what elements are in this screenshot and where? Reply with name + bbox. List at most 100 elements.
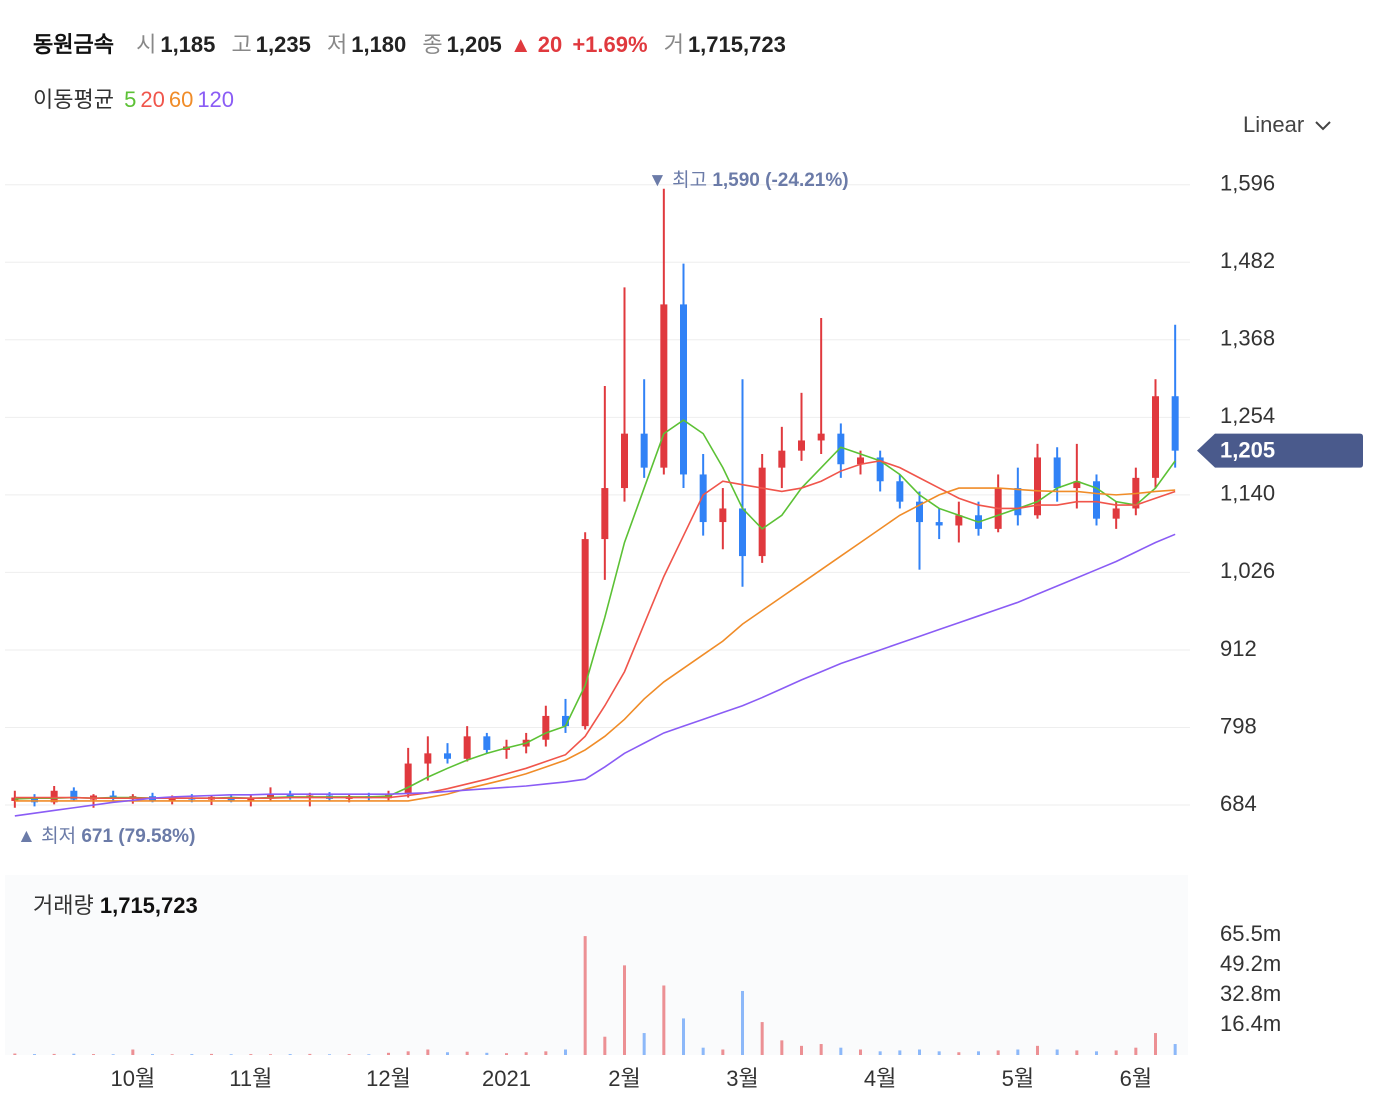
volume-bar <box>701 1047 705 1055</box>
volume-bar <box>721 1049 725 1055</box>
volume-tick-label: 32.8m <box>1220 981 1281 1006</box>
candle-body <box>1034 457 1041 516</box>
ma-line <box>14 533 1176 817</box>
candle-body <box>935 522 943 526</box>
volume-bar <box>524 1052 528 1055</box>
volume-panel <box>5 875 1188 1055</box>
open-label: 시 <box>136 32 157 57</box>
volume-bar <box>1036 1045 1039 1055</box>
volume-bar <box>210 1053 213 1055</box>
volume-bar <box>1134 1047 1138 1055</box>
volume-bar <box>72 1053 76 1055</box>
volume-bar <box>642 1033 646 1055</box>
candle-body <box>817 433 825 441</box>
volume-bar <box>151 1054 154 1055</box>
ma-line <box>14 460 1176 800</box>
candle-body <box>955 515 963 526</box>
candle-body <box>50 790 58 803</box>
volume-bar <box>1075 1050 1079 1055</box>
candle-body <box>680 304 687 475</box>
volume-bar <box>819 1044 823 1055</box>
candle-body <box>778 450 786 468</box>
volume-bar <box>603 1036 607 1055</box>
candle-body <box>1112 508 1120 519</box>
candle-body <box>758 467 766 557</box>
volume-bar <box>505 1053 508 1055</box>
candle-body <box>267 794 274 799</box>
ma-label: 이동평균 <box>33 87 114 112</box>
volume-tick-label: 65.5m <box>1220 921 1281 946</box>
volume-bar <box>544 1051 548 1055</box>
price-tag-label: 1,205 <box>1220 437 1275 462</box>
candle-body <box>837 433 845 465</box>
volume-tick-label: 49.2m <box>1220 951 1281 976</box>
candle-body <box>798 440 805 451</box>
candle-body <box>247 798 255 801</box>
open-value: 1,185 <box>160 32 216 57</box>
legend-entry: 20 <box>140 87 165 112</box>
candle-body <box>562 715 569 727</box>
volume-bar <box>564 1049 567 1055</box>
candle-body <box>70 790 78 800</box>
volume-bar <box>33 1054 36 1055</box>
volume-bar <box>308 1053 312 1055</box>
low-value: 1,180 <box>351 32 407 57</box>
candle-body <box>31 797 38 803</box>
volume-bar <box>682 1018 685 1055</box>
volume-bar <box>1095 1051 1098 1055</box>
volume-bar <box>839 1047 843 1055</box>
volume-bar <box>583 936 587 1055</box>
scale-select[interactable]: Linear <box>1243 112 1331 138</box>
y-tick-label: 1,368 <box>1220 326 1275 351</box>
scale-label[interactable]: Linear <box>1243 112 1305 137</box>
max-annotation: ▼ 최고 1,590 (-24.21%) <box>648 165 849 192</box>
chevron[interactable] <box>1314 120 1332 132</box>
close-label: 종 <box>422 32 443 57</box>
volume-bar <box>131 1049 135 1055</box>
candle-body <box>1053 457 1061 489</box>
volume-label: 거 <box>663 32 684 57</box>
high-value: 1,235 <box>255 32 311 57</box>
legend-entry: 60 <box>168 87 194 112</box>
volume-bar <box>1055 1049 1059 1055</box>
candle-body <box>168 797 176 801</box>
x-tick-label: 12월 <box>366 1066 411 1091</box>
volume-header: 거래량 1,715,723 <box>33 888 198 920</box>
volume-bar <box>111 1054 115 1055</box>
volume-bar <box>996 1050 1000 1055</box>
max-text: 1,590 (-24.21%) <box>712 170 849 191</box>
y-tick-label: 798 <box>1220 713 1257 738</box>
volume-bar <box>1114 1050 1118 1055</box>
legend-entry: 120 <box>197 87 235 112</box>
candle-body <box>404 763 412 795</box>
volume-bar <box>1173 1044 1177 1055</box>
volume-bar <box>190 1054 194 1055</box>
ma-line <box>14 487 1176 802</box>
volume-bar <box>898 1050 902 1055</box>
candle-body <box>1073 481 1081 489</box>
x-tick-label: 6월 <box>1120 1066 1152 1091</box>
volume-bar <box>1016 1049 1020 1055</box>
volume-bar <box>1154 1033 1157 1055</box>
volume-bar <box>170 1054 174 1055</box>
volume-title: 거래량 <box>33 893 94 918</box>
y-tick-label: 1,254 <box>1220 403 1275 428</box>
candle-body <box>424 753 432 764</box>
volume-bar <box>229 1054 233 1055</box>
candle-body <box>1171 396 1179 451</box>
candle-body <box>11 797 19 801</box>
volume-bar <box>387 1052 390 1055</box>
volume-bar <box>92 1054 95 1055</box>
stock-name: 동원금속 <box>33 32 114 57</box>
volume-bar <box>878 1051 882 1055</box>
y-tick-label: 912 <box>1220 636 1257 661</box>
candle-body <box>660 304 668 468</box>
x-tick-label: 2021 <box>482 1066 531 1091</box>
candle-body <box>286 794 294 798</box>
header: 동원금속 시 1,185 고 1,235 저 1,180 종 1,205 ▲ 20 +1… <box>33 27 796 59</box>
x-tick-label: 3월 <box>726 1066 758 1091</box>
volume-total: 1,715,723 <box>99 893 198 918</box>
candle-body <box>916 501 923 523</box>
